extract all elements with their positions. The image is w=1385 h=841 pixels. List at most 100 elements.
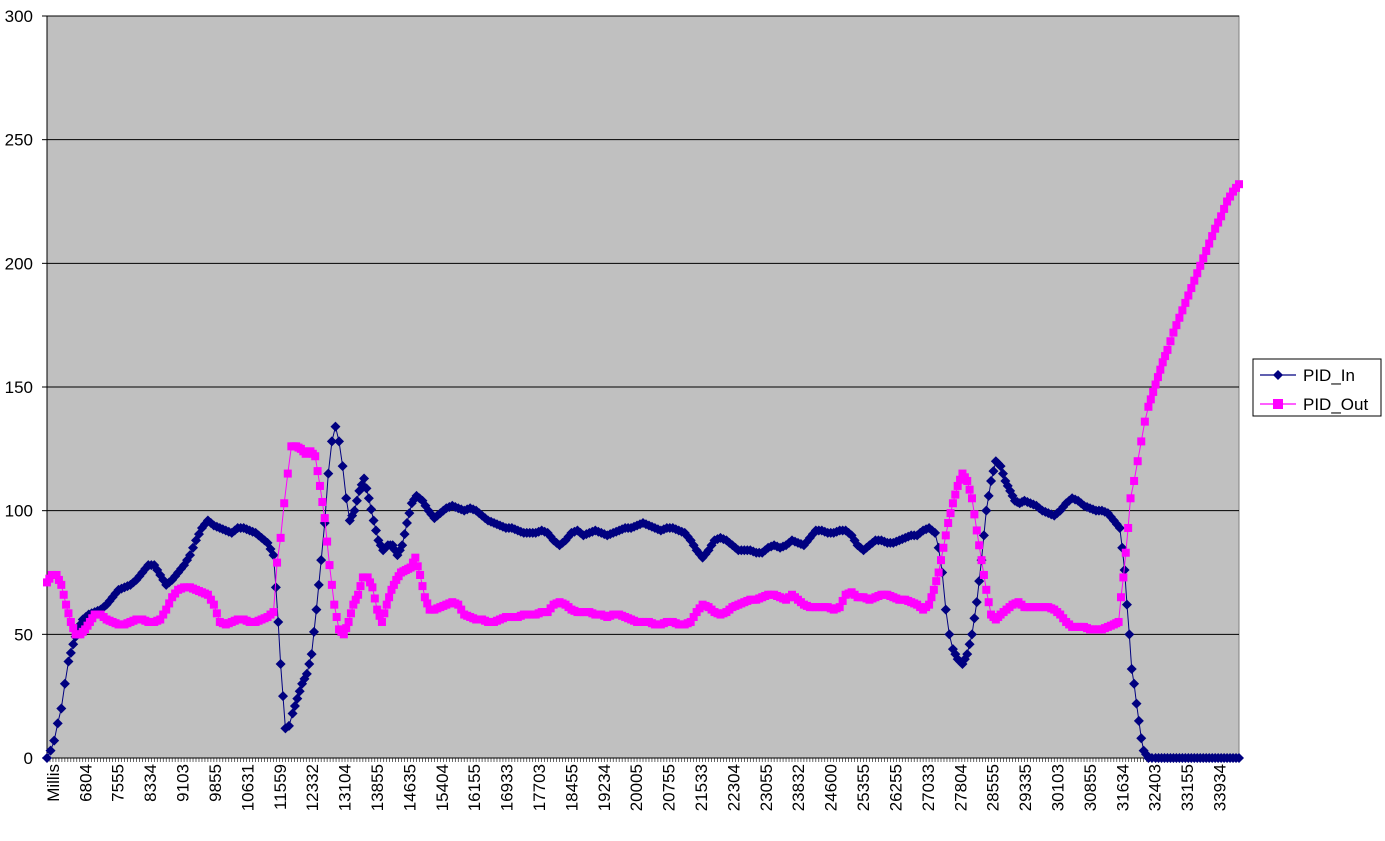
data-point — [983, 490, 994, 501]
data-point — [382, 600, 391, 609]
data-point — [995, 461, 1006, 472]
data-point — [948, 499, 957, 508]
x-tick-label: 13104 — [336, 764, 355, 811]
data-point — [457, 605, 466, 614]
data-point — [273, 616, 284, 627]
data-point — [294, 686, 305, 697]
legend: PID_In PID_Out — [1252, 358, 1382, 417]
data-point — [413, 562, 422, 571]
data-point — [1126, 663, 1137, 674]
data-point — [354, 590, 363, 599]
data-point — [270, 582, 281, 593]
data-point — [52, 718, 63, 729]
data-point — [1223, 197, 1232, 206]
x-tick-label: 15404 — [433, 764, 452, 811]
legend-marker — [1273, 399, 1283, 409]
data-point — [1193, 269, 1202, 278]
data-point — [268, 550, 279, 561]
data-point — [1130, 476, 1139, 485]
data-point — [68, 639, 79, 650]
data-point — [956, 475, 965, 484]
data-point — [1133, 715, 1144, 726]
data-point — [342, 624, 351, 633]
data-point — [941, 531, 950, 540]
data-point — [387, 585, 396, 594]
data-point — [1116, 593, 1125, 602]
data-point — [1163, 345, 1172, 354]
data-point — [969, 613, 980, 624]
data-point — [399, 529, 410, 540]
x-tick-label: 30855 — [1081, 764, 1100, 811]
x-tick-label: 20755 — [660, 764, 679, 811]
data-point — [977, 556, 986, 565]
data-point — [1133, 457, 1142, 466]
data-point — [423, 599, 432, 608]
data-point — [304, 659, 315, 670]
data-point — [156, 615, 165, 624]
data-point — [937, 556, 945, 565]
data-point — [971, 597, 982, 608]
data-point — [49, 735, 60, 746]
data-point — [986, 475, 997, 486]
data-point — [946, 509, 955, 518]
data-point — [970, 510, 979, 519]
data-point — [1140, 417, 1149, 426]
data-point — [337, 461, 348, 472]
data-point — [165, 599, 174, 608]
data-point — [42, 753, 52, 763]
data-point — [406, 563, 415, 572]
x-tick-label: 23832 — [789, 764, 808, 811]
data-point — [287, 708, 298, 719]
x-tick-label: 27804 — [951, 764, 970, 811]
data-point — [1172, 321, 1181, 330]
x-tick-label: 22304 — [724, 764, 743, 811]
data-point — [57, 580, 66, 589]
y-tick-label: 100 — [5, 502, 33, 521]
data-point — [1158, 358, 1167, 367]
data-point — [159, 610, 168, 619]
data-point — [979, 570, 988, 579]
data-point — [1235, 180, 1243, 189]
y-tick-label: 250 — [5, 131, 33, 150]
data-point — [64, 609, 73, 618]
x-tick-label: 9855 — [206, 764, 225, 802]
x-tick-label: 31634 — [1113, 764, 1132, 811]
data-point — [276, 533, 285, 542]
x-tick-label: 33155 — [1178, 764, 1197, 811]
x-tick-label: 25355 — [854, 764, 873, 811]
data-point — [1151, 380, 1160, 389]
x-tick-label: 28555 — [984, 764, 1003, 811]
y-axis: 0 50 100 150 200 250 300 — [5, 7, 48, 768]
data-point — [1121, 599, 1132, 610]
legend-label: PID_Out — [1303, 395, 1368, 414]
data-point — [63, 656, 74, 667]
data-point — [966, 629, 977, 640]
data-point — [965, 485, 974, 494]
data-point — [313, 579, 324, 590]
data-point — [301, 668, 312, 679]
data-point — [330, 600, 339, 609]
x-tick-label: 18455 — [562, 764, 581, 811]
data-point — [1034, 503, 1045, 514]
data-point — [984, 598, 993, 607]
x-tick-label: 8334 — [141, 764, 160, 802]
x-tick-label: 6804 — [76, 764, 95, 802]
x-tick-label: 7555 — [109, 764, 128, 802]
data-point — [1202, 246, 1211, 255]
data-point — [1175, 313, 1184, 322]
data-point — [356, 582, 365, 591]
data-point — [323, 468, 334, 479]
data-point — [1121, 548, 1130, 557]
data-point — [1217, 212, 1226, 221]
x-tick-label: 13855 — [368, 764, 387, 811]
data-point — [366, 578, 375, 587]
data-point — [1205, 239, 1214, 248]
data-point — [1136, 733, 1147, 744]
legend-label: PID_In — [1303, 366, 1355, 385]
data-point — [1226, 192, 1235, 201]
data-point — [838, 596, 847, 605]
data-point — [988, 466, 999, 477]
data-point — [1146, 395, 1155, 404]
series-layer — [42, 180, 1244, 763]
